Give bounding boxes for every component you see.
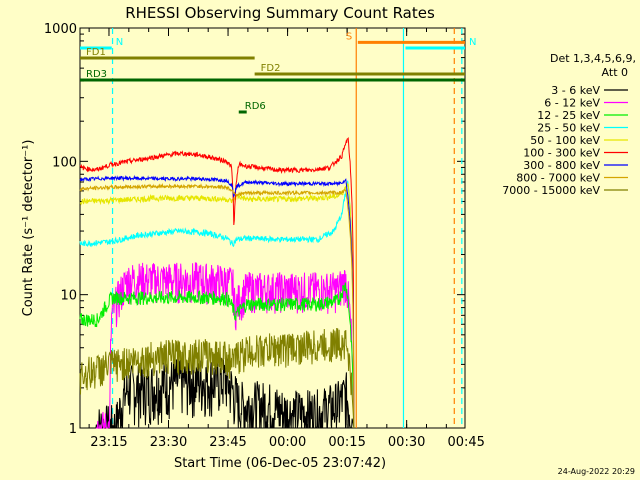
series-line-4 — [79, 182, 355, 429]
flag-label: S — [346, 31, 352, 42]
flag-label: FD1 — [86, 47, 106, 58]
flag-label: N — [469, 37, 476, 48]
y-tick-label: 100 — [52, 155, 77, 170]
footer-date: 24-Aug-2022 20:29 — [558, 467, 635, 476]
legend-label: 300 - 800 keV — [523, 159, 600, 172]
chart-title: RHESSI Observing Summary Count Rates — [125, 4, 435, 22]
x-tick-label: 00:45 — [447, 435, 484, 450]
legend-label: 7000 - 15000 keV — [502, 184, 600, 197]
x-tick-label: 00:00 — [269, 435, 306, 450]
flag-label: N — [116, 37, 123, 48]
flag-label: RD6 — [245, 101, 266, 112]
series-line-7 — [79, 182, 355, 429]
x-tick-label: 23:30 — [150, 435, 187, 450]
x-tick-label: 00:15 — [328, 435, 365, 450]
series-line-8 — [79, 327, 355, 429]
y-tick-label: 1 — [69, 422, 77, 437]
flag-label: FD2 — [261, 63, 281, 74]
series-line-3 — [79, 180, 355, 429]
legend-label: 25 - 50 keV — [537, 122, 600, 135]
legend-label: 800 - 7000 keV — [516, 172, 600, 185]
legend-label: 12 - 25 keV — [537, 109, 600, 122]
x-axis-label: Start Time (06-Dec-05 23:07:42) — [174, 456, 386, 471]
legend-label: 100 - 300 keV — [523, 147, 600, 160]
x-tick-label: 23:45 — [209, 435, 246, 450]
plot-frame — [79, 27, 466, 429]
series-line-2 — [79, 282, 355, 429]
flag-label: RD3 — [86, 69, 107, 80]
legend-header: Att 0 — [602, 66, 628, 79]
series-lines — [79, 136, 355, 430]
plot-border — [79, 27, 466, 429]
axis-ticks — [80, 27, 465, 429]
legend-header: Det 1,3,4,5,6,9, — [550, 52, 636, 65]
y-tick-label: 1000 — [44, 22, 77, 37]
series-line-1 — [95, 262, 354, 429]
legend-label: 3 - 6 keV — [551, 84, 600, 97]
series-line-6 — [79, 174, 355, 429]
legend-label: 6 - 12 keV — [544, 97, 600, 110]
y-axis-label: Count Rate (s⁻¹ detector⁻¹) — [21, 140, 36, 317]
axis-labels: 23:15 23:30 23:45 00:00 00:15 00:30 00:45 1 10 10… — [44, 22, 485, 450]
series-line-5 — [79, 136, 355, 429]
y-tick-label: 10 — [60, 289, 77, 304]
x-tick-label: 23:15 — [90, 435, 127, 450]
series-line-0 — [95, 357, 354, 430]
flag-bars: N N FD1 FD2 RD3 RD6 S — [80, 31, 476, 114]
vertical-markers — [111, 28, 463, 428]
x-tick-label: 00:30 — [388, 435, 425, 450]
legend-label: 50 - 100 keV — [530, 134, 600, 147]
